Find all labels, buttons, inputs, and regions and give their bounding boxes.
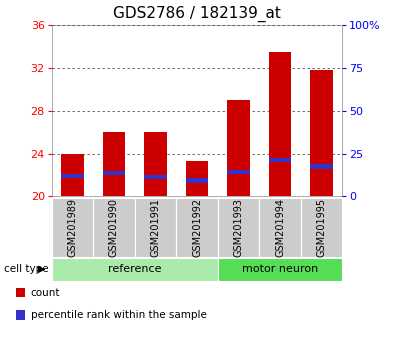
Bar: [144, 175, 167, 179]
Bar: [103, 132, 125, 196]
Bar: [103, 171, 125, 175]
Text: GSM201990: GSM201990: [109, 198, 119, 257]
Bar: [310, 70, 333, 196]
Bar: [185, 178, 209, 183]
Bar: [176, 198, 218, 257]
Text: percentile rank within the sample: percentile rank within the sample: [31, 310, 207, 320]
Bar: [185, 161, 209, 196]
Bar: [61, 154, 84, 196]
Bar: [52, 258, 218, 281]
Bar: [93, 198, 135, 257]
Text: motor neuron: motor neuron: [242, 264, 318, 274]
Text: GSM201991: GSM201991: [150, 198, 160, 257]
Text: GSM201989: GSM201989: [68, 198, 78, 257]
Bar: [301, 198, 342, 257]
Bar: [144, 132, 167, 196]
Bar: [16, 288, 25, 297]
Bar: [16, 310, 25, 320]
Bar: [135, 198, 176, 257]
Title: GDS2786 / 182139_at: GDS2786 / 182139_at: [113, 6, 281, 22]
Text: GSM201992: GSM201992: [192, 198, 202, 257]
Bar: [52, 198, 93, 257]
Bar: [259, 198, 301, 257]
Bar: [61, 174, 84, 178]
Text: count: count: [31, 288, 60, 298]
Bar: [269, 52, 291, 196]
Bar: [227, 170, 250, 174]
Bar: [227, 100, 250, 196]
Text: GSM201995: GSM201995: [316, 198, 326, 257]
Text: cell type: cell type: [4, 264, 49, 274]
Text: GSM201994: GSM201994: [275, 198, 285, 257]
Bar: [218, 198, 259, 257]
Text: reference: reference: [108, 264, 162, 274]
Text: GSM201993: GSM201993: [234, 198, 244, 257]
Bar: [269, 158, 291, 162]
Bar: [218, 258, 342, 281]
Bar: [310, 164, 333, 169]
Text: ▶: ▶: [38, 264, 45, 274]
